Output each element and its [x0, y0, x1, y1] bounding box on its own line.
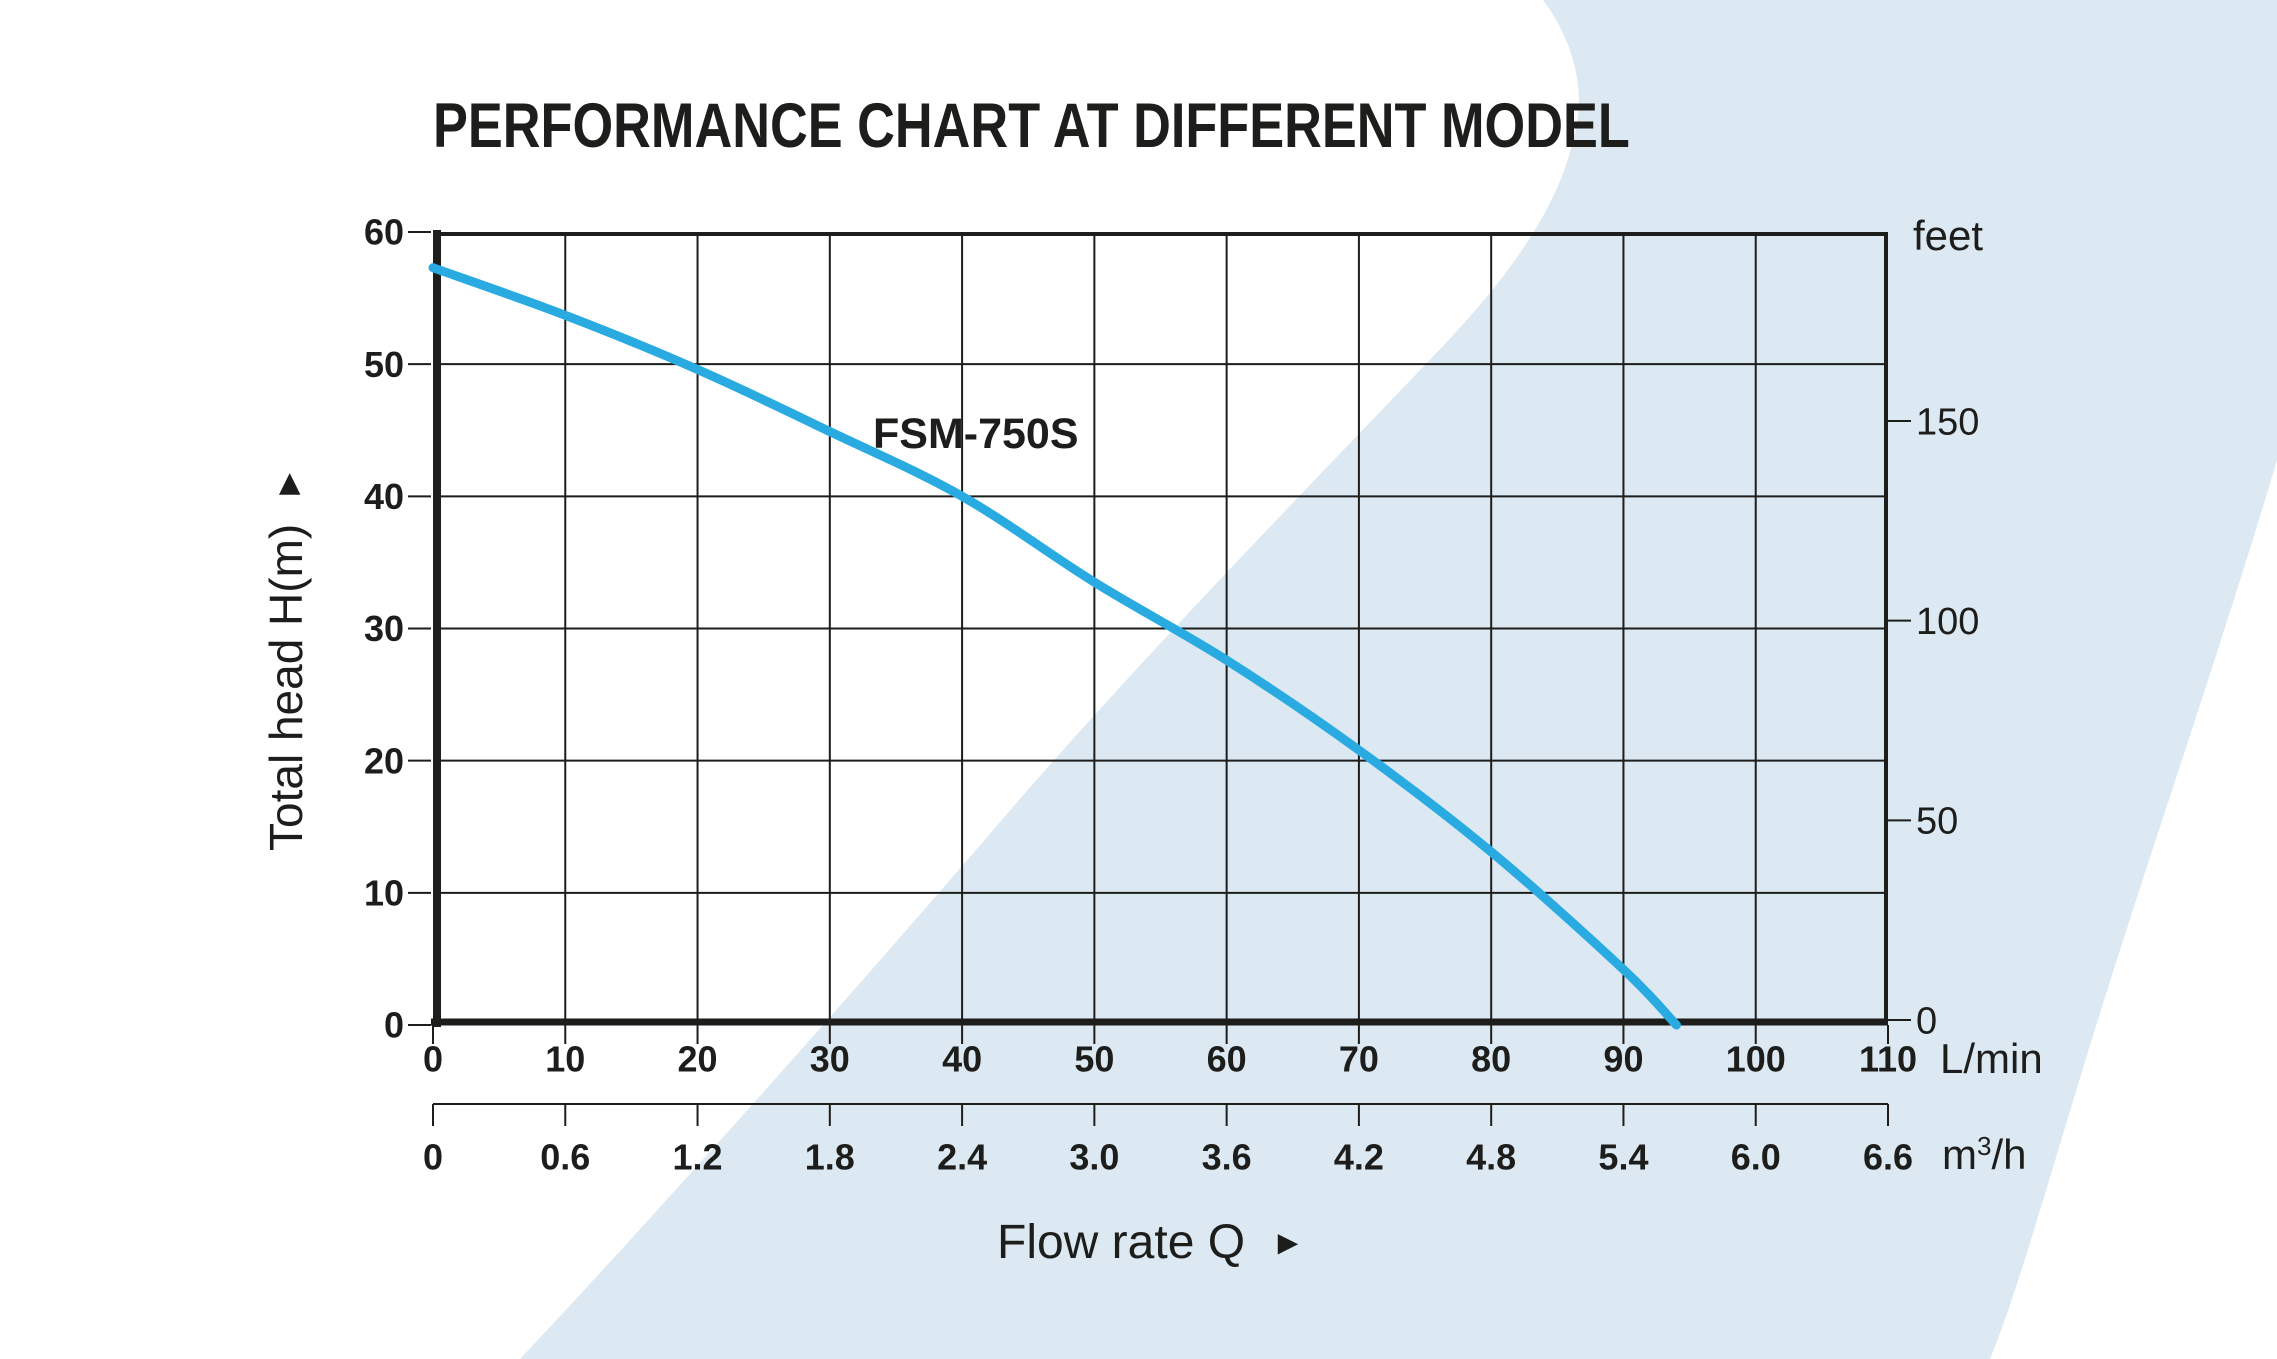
secondary-axis-tick-label: 1.8	[805, 1137, 855, 1178]
x-axis-primary-unit-label: L/min	[1940, 1035, 2043, 1082]
secondary-axis-tick-label: 6.6	[1863, 1137, 1913, 1178]
x-axis-tick-label: 20	[678, 1039, 718, 1080]
secondary-axis-tick-label: 6.0	[1731, 1137, 1781, 1178]
y-axis-tick-label: 30	[364, 608, 404, 649]
m3h-rest: /h	[1991, 1131, 2027, 1178]
secondary-axis-tick-label: 3.0	[1069, 1137, 1119, 1178]
x-axis-tick-label: 60	[1207, 1039, 1247, 1080]
secondary-axis-tick-label: 0	[423, 1137, 443, 1178]
y-axis-tick-label: 10	[364, 872, 404, 913]
m3h-base: m	[1942, 1131, 1977, 1178]
y-axis-tick-label: 40	[364, 476, 404, 517]
x-axis-tick-label: 110	[1859, 1039, 1917, 1080]
y-axis-tick-label: 50	[364, 344, 404, 385]
x-axis-tick-label: 50	[1074, 1039, 1114, 1080]
feet-axis-tick-label: 150	[1916, 401, 1979, 443]
y-axis-tick-label: 20	[364, 740, 404, 781]
x-axis-tick-label: 90	[1603, 1039, 1643, 1080]
right-arrow-icon: ►	[1271, 1224, 1305, 1262]
x-axis-tick-label: 80	[1471, 1039, 1511, 1080]
secondary-axis-tick-label: 2.4	[937, 1137, 987, 1178]
secondary-axis-tick-label: 5.4	[1598, 1137, 1648, 1178]
curve-series-label: FSM-750S	[873, 410, 1079, 458]
feet-axis-tick-label: 50	[1916, 801, 1958, 843]
x-axis-tick-label: 40	[942, 1039, 982, 1080]
page-title: PERFORMANCE CHART AT DIFFERENT MODEL	[433, 91, 1630, 161]
x-axis-title: Flow rate Q ►	[997, 1219, 1305, 1267]
x-axis-secondary-unit-label: m3/h	[1942, 1133, 2027, 1176]
secondary-axis-tick-label: 3.6	[1202, 1137, 1252, 1178]
performance-curve	[428, 263, 1681, 1030]
secondary-axis-tick-label: 1.2	[673, 1137, 723, 1178]
x-axis-tick-label: 70	[1339, 1039, 1379, 1080]
x-axis-tick-label: 0	[423, 1039, 443, 1080]
m3h-superscript: 3	[1977, 1131, 1992, 1161]
y-axis-tick-label: 60	[364, 212, 404, 253]
secondary-axis-tick-label: 4.2	[1334, 1137, 1384, 1178]
feet-axis-tick-label: 100	[1916, 601, 1979, 643]
secondary-axis-tick-label: 0.6	[540, 1137, 590, 1178]
right-axis-unit-label: feet	[1913, 212, 1984, 259]
x-axis-tick-label: 10	[545, 1039, 585, 1080]
feet-axis-tick-label: 0	[1916, 1000, 1937, 1042]
x-axis-title-text: Flow rate Q	[997, 1216, 1246, 1269]
x-axis-tick-label: 100	[1726, 1039, 1786, 1080]
secondary-axis-tick-label: 4.8	[1466, 1137, 1516, 1178]
x-axis-tick-label: 30	[810, 1039, 850, 1080]
y-axis-tick-label: 0	[384, 1005, 404, 1046]
